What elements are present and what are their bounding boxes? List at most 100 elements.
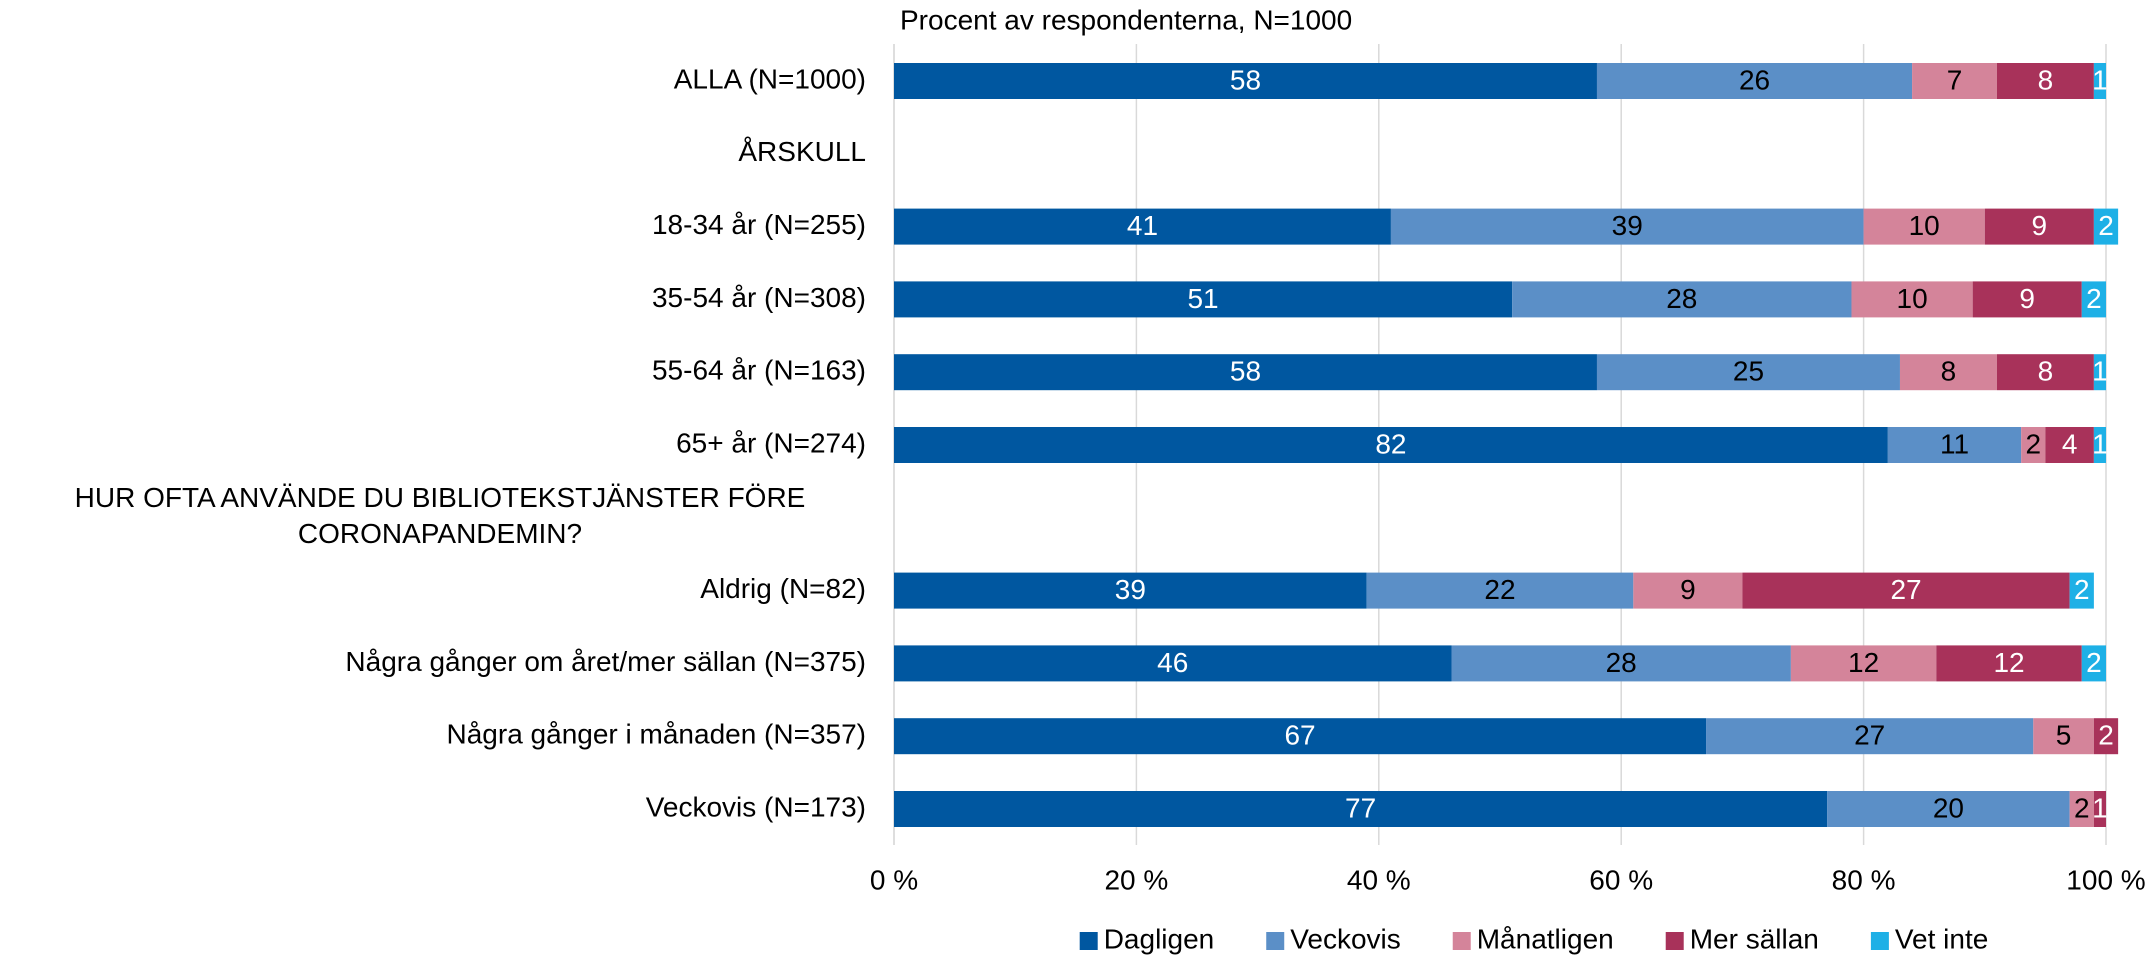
- legend-swatch: [1665, 932, 1684, 950]
- bar-segment: [1596, 63, 1913, 99]
- data-label: 28: [1606, 647, 1637, 678]
- bar-segment: [894, 63, 1597, 99]
- x-tick-label: 100 %: [2066, 864, 2145, 895]
- data-label: 58: [1230, 64, 1261, 95]
- data-label: 58: [1230, 356, 1261, 387]
- y-tick-label: Aldrig (N=82): [700, 573, 866, 604]
- y-tick-label: ALLA (N=1000): [674, 63, 866, 94]
- data-label: 1: [2092, 64, 2108, 95]
- data-label: 46: [1157, 647, 1188, 678]
- data-label: 27: [1890, 574, 1921, 605]
- label-line: HUR OFTA ANVÄNDE DU BIBLIOTEKSTJÄNSTER F…: [75, 482, 806, 513]
- data-label: 11: [1940, 428, 1969, 459]
- bar-segment: [2093, 208, 2119, 245]
- legend-swatch: [1266, 932, 1285, 950]
- y-tick-label: 18-34 år (N=255): [652, 209, 866, 240]
- bar-segment: [1996, 63, 2094, 99]
- legend-swatch: [1452, 932, 1471, 950]
- bar-segment: [2081, 645, 2106, 682]
- bar-segment: [1451, 645, 1791, 682]
- bar-segment: [1912, 63, 1997, 99]
- data-label: 1: [2092, 428, 2108, 459]
- bar-segment: [1596, 354, 1900, 391]
- bar-segment: [2093, 427, 2106, 463]
- bar-segment: [2021, 427, 2046, 463]
- bar-segment: [2093, 63, 2106, 99]
- bar-segment: [1851, 281, 1973, 318]
- data-label: 1: [2092, 356, 2108, 387]
- data-label: 20: [1933, 792, 1964, 823]
- bar-segment: [894, 281, 1513, 318]
- data-label: 12: [1848, 647, 1879, 678]
- bar-segment: [2045, 427, 2094, 463]
- data-label: 28: [1666, 283, 1697, 314]
- data-label: 8: [2038, 356, 2054, 387]
- data-label: 1: [2092, 792, 2108, 823]
- data-label: 2: [2086, 283, 2102, 314]
- data-label: 51: [1187, 283, 1218, 314]
- data-label: 67: [1284, 720, 1315, 751]
- data-label: 9: [2019, 283, 2035, 314]
- data-label: 82: [1375, 428, 1406, 459]
- y-tick-label: HUR OFTA ANVÄNDE DU BIBLIOTEKSTJÄNSTER F…: [75, 482, 806, 549]
- x-tick-label: 40 %: [1347, 864, 1411, 895]
- legend-swatch: [1079, 932, 1098, 950]
- data-label: 25: [1733, 356, 1764, 387]
- y-tick-label: 35-54 år (N=308): [652, 282, 866, 313]
- bar-segment: [894, 718, 1707, 755]
- data-label: 2: [2098, 720, 2114, 751]
- y-tick-label: 65+ år (N=274): [676, 427, 866, 458]
- bar-segment: [2033, 718, 2094, 755]
- data-label: 12: [1993, 647, 2024, 678]
- bar-segment: [1790, 645, 1937, 682]
- data-label: 22: [1484, 574, 1515, 605]
- data-label: 2: [2074, 574, 2090, 605]
- bar-segment: [1390, 208, 1864, 245]
- bar-segment: [2069, 572, 2094, 609]
- bar-segment: [1863, 208, 1985, 245]
- bar-segment: [1899, 354, 1997, 391]
- data-label: 8: [1941, 356, 1957, 387]
- data-label: 10: [1897, 283, 1928, 314]
- label-line: CORONAPANDEMIN?: [298, 518, 582, 549]
- data-label: 39: [1612, 210, 1643, 241]
- bar-segment: [1984, 208, 2094, 245]
- data-label: 9: [2032, 210, 2048, 241]
- data-label: 27: [1854, 720, 1885, 751]
- bar-segment: [1633, 572, 1743, 609]
- x-tick-label: 60 %: [1589, 864, 1653, 895]
- legend-swatch: [1870, 932, 1889, 950]
- bar-segment: [1887, 427, 2022, 463]
- data-label: 2: [2086, 647, 2102, 678]
- chart-title: Procent av respondenterna, N=1000: [900, 4, 1352, 35]
- y-tick-label: 55-64 år (N=163): [652, 355, 866, 386]
- data-label: 26: [1739, 64, 1770, 95]
- bar-segment: [1996, 354, 2094, 391]
- data-label: 39: [1115, 574, 1146, 605]
- bar-segment: [1512, 281, 1852, 318]
- y-tick-label: Några gånger i månaden (N=357): [447, 719, 866, 750]
- bar-segment: [2093, 354, 2106, 391]
- x-tick-label: 20 %: [1104, 864, 1168, 895]
- data-label: 2: [2098, 210, 2114, 241]
- bar-segment: [1742, 572, 2070, 609]
- bar-segment: [2093, 791, 2106, 827]
- data-label: 10: [1909, 210, 1940, 241]
- bar-segment: [1972, 281, 2082, 318]
- bar-segment: [2093, 718, 2119, 755]
- y-tick-label: Några gånger om året/mer sällan (N=375): [345, 646, 866, 677]
- data-label: 77: [1345, 792, 1376, 823]
- legend-label: Vet inte: [1895, 923, 1988, 954]
- bar-segment: [1706, 718, 2034, 755]
- bar-segment: [2081, 281, 2106, 318]
- bar-segment: [1366, 572, 1634, 609]
- data-label: 9: [1680, 574, 1696, 605]
- data-label: 2: [2025, 428, 2041, 459]
- y-tick-label: ÅRSKULL: [738, 136, 866, 167]
- legend-label: Månatligen: [1477, 923, 1614, 954]
- bar-segment: [894, 645, 1452, 682]
- data-label: 41: [1127, 210, 1158, 241]
- data-label: 4: [2062, 428, 2078, 459]
- bar-segment: [894, 572, 1367, 609]
